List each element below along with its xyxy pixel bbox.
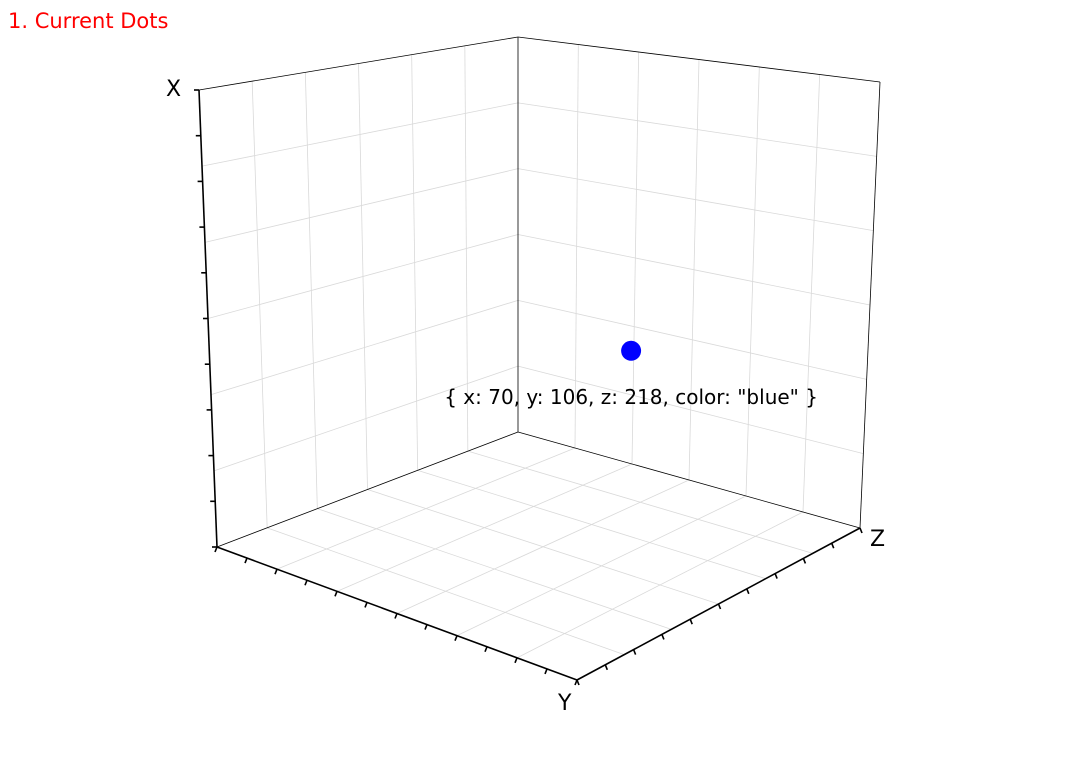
grid-line	[207, 234, 519, 319]
axis-tick	[304, 579, 308, 586]
grid-line	[367, 489, 719, 605]
pane-edges	[198, 36, 881, 548]
grid-line	[267, 527, 625, 656]
grid-line	[213, 365, 519, 472]
y-axis-label: Y	[557, 691, 572, 716]
axis-tick	[859, 527, 863, 534]
axis-tick	[604, 664, 609, 671]
data-point-dot	[621, 340, 642, 361]
axis-labels: X Y Z	[166, 77, 885, 716]
grid-line	[517, 365, 864, 455]
axis-tick	[746, 588, 750, 595]
axis-tick	[544, 668, 548, 675]
data-points: { x: 70, y: 106, z: 218, color: "blue" }	[444, 340, 818, 409]
axis-tick	[774, 573, 778, 579]
data-point-label: { x: 70, y: 106, z: 218, color: "blue" }	[444, 385, 818, 409]
axis-tick	[484, 646, 488, 653]
z-axis-label: Z	[870, 527, 885, 552]
axis-tick	[514, 657, 518, 664]
grid-line	[517, 299, 867, 380]
axis-tick	[830, 542, 835, 549]
page-title: 1. Current Dots	[8, 9, 169, 33]
grid-lines	[201, 44, 877, 659]
axis-tick	[214, 546, 218, 553]
axis-ticks	[194, 89, 863, 686]
grid-line	[745, 66, 760, 497]
axis-tick	[394, 613, 398, 619]
grid-line	[317, 508, 672, 630]
axis-tick	[576, 679, 580, 686]
axis-tick	[717, 603, 722, 610]
axis-tick	[454, 635, 458, 641]
grid-line	[802, 74, 821, 513]
axis-tick	[802, 558, 807, 564]
axis-tick	[689, 618, 693, 625]
grid-line	[517, 234, 871, 306]
x-axis-label: X	[166, 77, 181, 102]
axis-tick	[661, 634, 665, 640]
grid-line	[210, 299, 519, 396]
axis-tick	[274, 568, 278, 575]
axis-tick	[424, 624, 428, 630]
axis-tick	[244, 557, 248, 564]
axis-tick	[334, 591, 338, 597]
grid-line	[411, 54, 419, 471]
axis-tick	[364, 602, 368, 608]
axis-tick	[632, 649, 637, 655]
back-panes	[199, 37, 880, 680]
